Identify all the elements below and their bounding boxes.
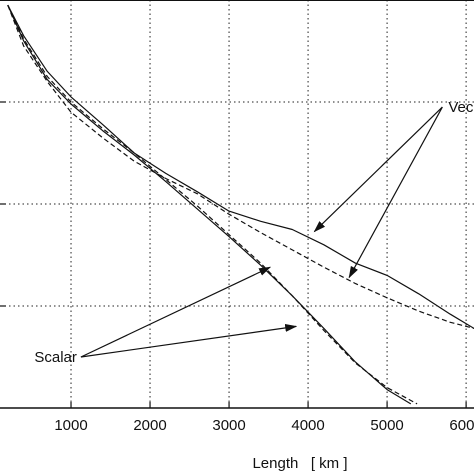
series-group (7, 4, 474, 405)
annotations: Vec Scalar (34, 99, 473, 366)
annotation-arrow (80, 323, 298, 358)
annotation-label: Scalar (34, 349, 77, 366)
annotation-label: Vec (448, 99, 474, 116)
x-tick-label: 5000 (370, 417, 403, 434)
x-tick-label: 6000 (449, 417, 474, 434)
series-line-vector-solid (7, 4, 474, 329)
series-line-vector-dashed (7, 4, 474, 329)
grid (0, 0, 474, 408)
x-tick-label: 4000 (291, 417, 324, 434)
x-tick-label: 3000 (212, 417, 245, 434)
annotation-arrow (348, 106, 443, 279)
annotation-arrow (313, 106, 443, 233)
x-tick-label: 1000 (54, 417, 87, 434)
series-line-scalar-solid (7, 4, 412, 405)
series-line-scalar-dashed (7, 4, 418, 405)
x-tick-label: 2000 (133, 417, 166, 434)
annotation-arrow (80, 266, 272, 358)
x-axis-label: Length [ km ] (252, 455, 347, 472)
axes: 1000 2000 3000 4000 5000 6000 (0, 0, 474, 434)
